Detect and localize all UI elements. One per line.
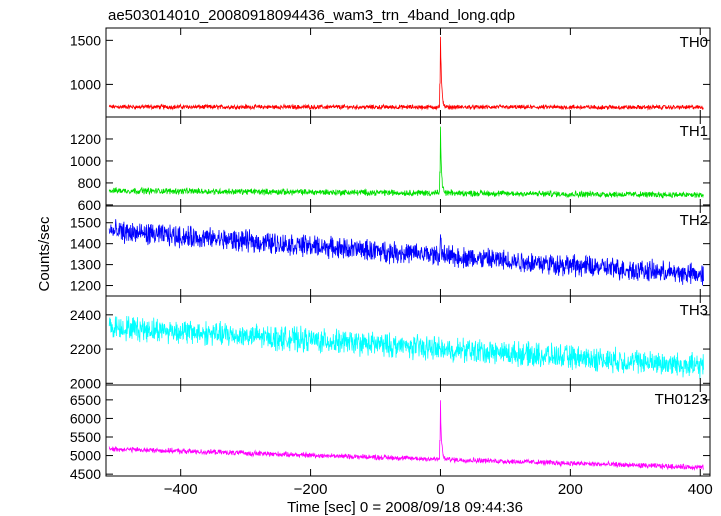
series-line-th2: [108, 219, 704, 286]
y-tick-label: 1300: [70, 257, 101, 273]
y-tick-label: 6000: [70, 410, 101, 426]
y-tick-label: 4500: [70, 466, 101, 482]
panel-frame-th3: [105, 295, 711, 386]
panel-label-th0: TH0: [680, 34, 708, 51]
series-line-th1: [108, 126, 704, 199]
panel-label-th3: TH3: [680, 302, 708, 319]
y-tick-label: 1500: [70, 32, 101, 48]
panel-label-th1: TH1: [680, 123, 708, 140]
x-tick-label: 400: [688, 481, 713, 498]
x-tick-label: −200: [294, 481, 328, 498]
chart-title: ae503014010_20080918094436_wam3_trn_4ban…: [108, 7, 515, 24]
y-tick-label: 2200: [70, 341, 101, 357]
y-tick-label: 800: [78, 175, 102, 191]
y-tick-label: 6500: [70, 392, 101, 408]
x-tick-label: −400: [164, 481, 198, 498]
x-axis-label: Time [sec] 0 = 2008/09/18 09:44:36: [287, 499, 523, 516]
y-tick-label: 1200: [70, 131, 101, 147]
y-tick-label: 1400: [70, 236, 101, 252]
y-tick-label: 1200: [70, 278, 101, 294]
y-tick-label: 5500: [70, 429, 101, 445]
series-line-th0: [108, 36, 704, 111]
y-tick-label: 1000: [70, 76, 101, 92]
series-line-th0123: [108, 400, 704, 471]
y-tick-label: 2000: [70, 375, 101, 391]
y-tick-label: 1500: [70, 215, 101, 231]
y-tick-label: 5000: [70, 448, 101, 464]
y-tick-label: 2400: [70, 307, 101, 323]
panel-frame-th0: [105, 27, 711, 118]
series-line-th3: [108, 315, 704, 379]
y-tick-label: 600: [78, 197, 102, 213]
x-tick-label: 200: [558, 481, 583, 498]
panel-label-th2: TH2: [680, 212, 708, 229]
panel-label-th0123: TH0123: [655, 391, 708, 408]
panels-group: TH0 1000 1500 TH1 600 800 1000 1200 TH2 1200 1300 1…: [70, 27, 713, 498]
y-tick-label: 1000: [70, 153, 101, 169]
y-axis-label: Counts/sec: [36, 216, 53, 292]
x-tick-label: 0: [436, 481, 444, 498]
panel-frame-th0123: [105, 384, 711, 477]
